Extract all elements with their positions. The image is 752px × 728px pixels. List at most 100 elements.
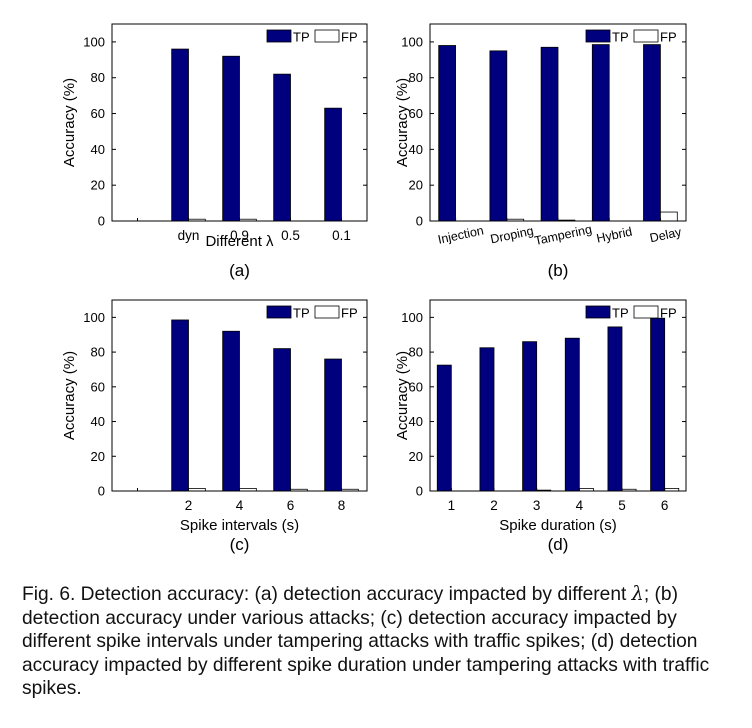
- tp-bar-c-2: [222, 330, 240, 492]
- y-tick-label-c-3: 60: [91, 379, 105, 394]
- legend-label-tp-a: TP: [293, 30, 310, 45]
- y-tick-label-d-0: 0: [416, 484, 423, 499]
- legend-d: TP FP: [585, 305, 677, 321]
- x-tick-label-a-3: 0.5: [281, 228, 300, 243]
- caption-text-1: Fig. 6. Detection accuracy: (a) detectio…: [22, 584, 632, 605]
- x-tick-label-c-4: 8: [338, 498, 346, 513]
- x-tick-label-d-2: 3: [533, 498, 541, 513]
- legend-swatch-tp-c: [266, 305, 292, 319]
- tp-bar-b-4: [643, 44, 661, 222]
- y-tick-label-d-4: 80: [409, 345, 423, 360]
- y-tick-label-b-0: 0: [416, 214, 423, 229]
- legend-c: TP FP: [266, 305, 358, 321]
- y-tick-label-d-1: 20: [409, 449, 423, 464]
- tp-bar-d-5: [650, 317, 666, 492]
- y-tick-label-b-1: 20: [409, 178, 423, 193]
- legend-swatch-tp-a: [266, 29, 292, 43]
- legend-swatch-tp-b: [585, 29, 611, 43]
- x-axis-label-c: Spike intervals (s): [180, 517, 299, 534]
- legend-swatch-fp-c: [314, 305, 340, 319]
- panel-label-d: (d): [548, 535, 569, 554]
- y-tick-label-a-3: 60: [91, 106, 105, 121]
- tp-bar-b-2: [540, 46, 559, 222]
- y-tick-label-c-4: 80: [91, 345, 105, 360]
- chart-a: dyn 0.9 0.5 0.1 0 20 40 60 80 100 TP FP Accuracy (%)…: [61, 23, 368, 280]
- legend-swatch-fp-d: [633, 305, 659, 319]
- legend-swatch-tp-d: [585, 305, 611, 319]
- legend-swatch-fp-a: [314, 29, 340, 43]
- tp-bar-d-1: [479, 347, 495, 492]
- legend-label-tp-d: TP: [612, 306, 629, 321]
- figure-caption: Fig. 6. Detection accuracy: (a) detectio…: [22, 582, 734, 701]
- x-tick-label-a-1: dyn: [178, 228, 200, 243]
- x-tick-label-c-1: 2: [185, 498, 193, 513]
- y-tick-label-a-2: 40: [91, 142, 105, 157]
- x-tick-label-b-4: Delay: [648, 225, 683, 245]
- x-tick-label-d-1: 2: [490, 498, 498, 513]
- y-tick-label-c-1: 20: [91, 449, 105, 464]
- tp-bar-b-0: [438, 45, 457, 222]
- x-tick-label-d-4: 5: [618, 498, 626, 513]
- x-tick-label-a-4: 0.1: [332, 228, 351, 243]
- y-tick-label-d-2: 40: [409, 414, 423, 429]
- y-tick-label-b-5: 100: [401, 34, 423, 49]
- y-tick-label-a-1: 20: [91, 178, 105, 193]
- tp-bar-c-4: [324, 358, 342, 492]
- legend-label-fp-d: FP: [660, 306, 677, 321]
- y-tick-label-d-5: 100: [401, 310, 423, 325]
- fp-bar-b-4: [660, 211, 678, 222]
- y-tick-label-c-2: 40: [91, 414, 105, 429]
- x-axis-label-d: Spike duration (s): [499, 517, 617, 534]
- tp-bar-c-3: [273, 348, 291, 492]
- y-tick-label-b-4: 80: [409, 70, 423, 85]
- x-tick-label-d-3: 4: [576, 498, 584, 513]
- tp-bar-b-3: [591, 44, 610, 222]
- legend-label-tp-b: TP: [612, 30, 629, 45]
- y-tick-label-d-3: 60: [409, 379, 423, 394]
- y-tick-label-c-0: 0: [98, 484, 105, 499]
- plot-frame-a: [111, 23, 368, 222]
- y-axis-label-b: Accuracy (%): [394, 78, 411, 167]
- legend-swatch-fp-b: [633, 29, 659, 43]
- y-tick-label-b-3: 60: [409, 106, 423, 121]
- plot-frame-d: [429, 299, 687, 492]
- y-tick-label-b-2: 40: [409, 142, 423, 157]
- tp-bar-c-1: [171, 319, 189, 492]
- panel-label-c: (c): [230, 535, 250, 554]
- x-axis-label-a: Different λ: [205, 233, 274, 250]
- legend-b: TP FP: [585, 29, 677, 45]
- tp-bar-a-4: [324, 107, 342, 222]
- legend-a: TP FP: [266, 29, 358, 45]
- tp-bar-d-0: [436, 364, 452, 492]
- plot-frame-b: [429, 23, 687, 222]
- x-tick-label-d-0: 1: [448, 498, 456, 513]
- x-tick-label-c-3: 6: [287, 498, 295, 513]
- legend-label-fp-a: FP: [341, 30, 358, 45]
- x-tick-label-d-5: 6: [661, 498, 669, 513]
- x-tick-label-b-3: Hybrid: [595, 224, 633, 245]
- legend-label-fp-c: FP: [341, 306, 358, 321]
- y-tick-label-a-5: 100: [83, 34, 105, 49]
- y-axis-label-c: Accuracy (%): [61, 351, 78, 440]
- y-axis-label-a: Accuracy (%): [61, 78, 78, 167]
- y-axis-label-d: Accuracy (%): [394, 351, 411, 440]
- x-tick-label-b-2: Tampering: [533, 222, 593, 248]
- legend-label-tp-c: TP: [293, 306, 310, 321]
- tp-bar-a-2: [222, 55, 240, 222]
- x-tick-label-a-2: 0.9: [230, 228, 249, 243]
- panel-label-a: (a): [229, 261, 250, 280]
- x-tick-label-b-1: Droping: [489, 224, 535, 247]
- tp-bar-d-2: [522, 341, 538, 492]
- x-tick-label-c-2: 4: [236, 498, 244, 513]
- tp-bar-a-1: [171, 48, 189, 222]
- tp-bar-d-3: [564, 337, 580, 492]
- panel-label-b: (b): [548, 261, 569, 280]
- y-tick-label-a-4: 80: [91, 70, 105, 85]
- tp-bar-b-1: [489, 50, 508, 222]
- caption-lambda: λ: [631, 582, 644, 605]
- tp-bar-a-3: [273, 73, 291, 222]
